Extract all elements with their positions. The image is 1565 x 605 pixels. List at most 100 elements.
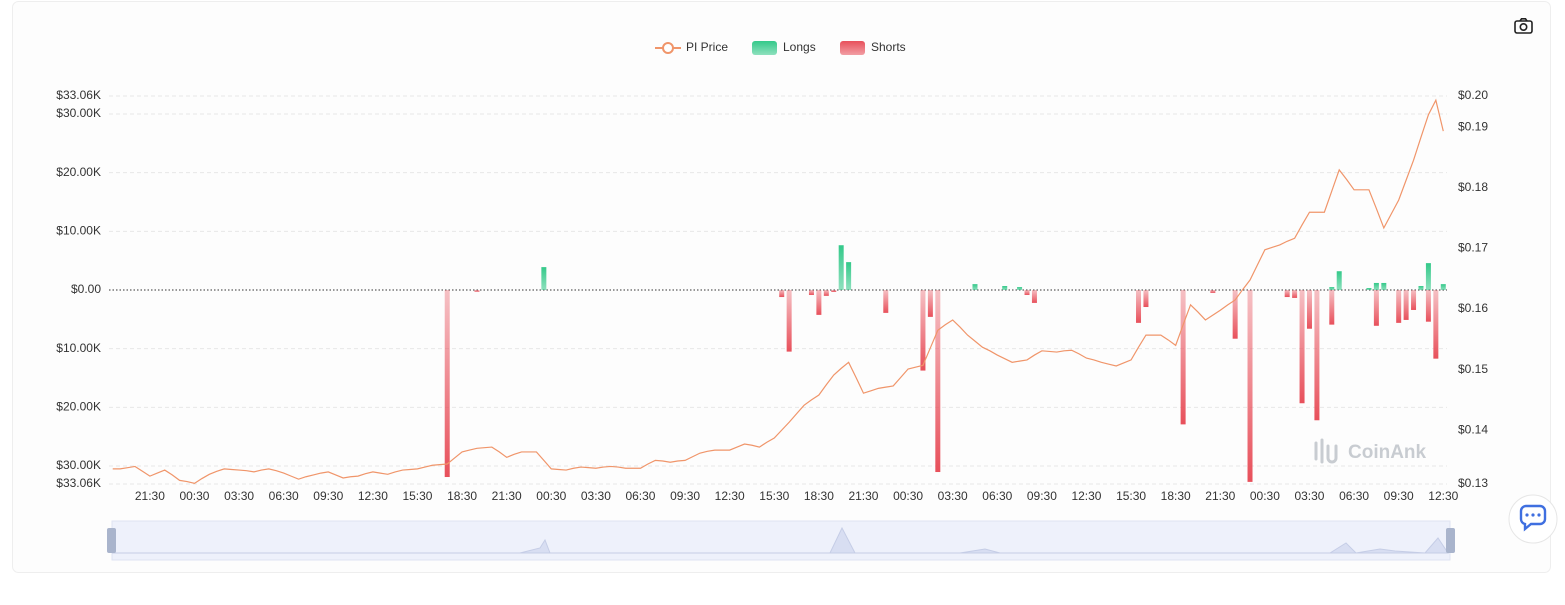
x-tick-label: 00:30 (536, 489, 566, 503)
price-line (112, 98, 1444, 485)
x-tick-label: 12:30 (358, 489, 388, 503)
zoom-preview (112, 526, 1449, 554)
y-tick-label: $10.00K (56, 223, 101, 237)
y2-tick-label: $0.17 (1458, 241, 1488, 255)
legend-item[interactable]: PI Price (655, 40, 728, 54)
bar (920, 290, 926, 371)
bar (1314, 290, 1320, 421)
x-tick-label: 21:30 (492, 489, 522, 503)
bar (831, 290, 837, 292)
watermark: CoinAnk (1314, 438, 1427, 464)
bar (883, 290, 889, 313)
y-tick-label: $20.00K (56, 165, 101, 179)
bar (1433, 290, 1439, 359)
bar (1425, 290, 1431, 322)
y-tick-label: $33.06K (56, 476, 101, 490)
bar (808, 290, 814, 295)
bar (444, 290, 450, 478)
bar (1418, 286, 1424, 290)
legend-label: Shorts (871, 40, 906, 54)
bar (1247, 290, 1253, 482)
watermark-text: CoinAnk (1348, 442, 1427, 463)
y2-tick-label: $0.14 (1458, 422, 1488, 436)
x-tick-label: 18:30 (447, 489, 477, 503)
x-tick-label: 09:30 (313, 489, 343, 503)
bar (474, 290, 480, 292)
legend-symbol (662, 42, 674, 54)
legend-symbol (752, 41, 777, 55)
bar (1232, 290, 1238, 339)
x-tick-label: 12:30 (1071, 489, 1101, 503)
y2-tick-label: $0.18 (1458, 180, 1488, 194)
legend-item[interactable]: Shorts (840, 40, 906, 55)
x-tick-label: 03:30 (938, 489, 968, 503)
zoom-handle[interactable] (1446, 528, 1455, 553)
y2-tick-label: $0.13 (1458, 476, 1488, 490)
bar (1284, 290, 1290, 298)
bar (1210, 290, 1216, 293)
bar (823, 290, 829, 296)
bar (1031, 290, 1037, 303)
x-tick-label: 15:30 (402, 489, 432, 503)
x-tick-label: 12:30 (1428, 489, 1458, 503)
x-tick-label: 18:30 (804, 489, 834, 503)
bar (1292, 290, 1298, 298)
x-tick-label: 21:30 (848, 489, 878, 503)
zoom-handle[interactable] (107, 528, 116, 553)
bar (1136, 290, 1142, 323)
bar (1329, 287, 1335, 290)
x-tick-label: 15:30 (1116, 489, 1146, 503)
chat-button[interactable] (1508, 494, 1558, 544)
bar (1373, 282, 1379, 290)
legend-label: Longs (783, 40, 816, 54)
bar (541, 267, 547, 290)
x-tick-label: 09:30 (1027, 489, 1057, 503)
bar (1366, 288, 1372, 290)
x-tick-label: 21:30 (135, 489, 165, 503)
bar (1017, 287, 1023, 290)
x-tick-label: 09:30 (670, 489, 700, 503)
y-tick-label: $0.00 (71, 282, 101, 296)
x-tick-label: 09:30 (1384, 489, 1414, 503)
bar (838, 245, 844, 290)
legend-item[interactable]: Longs (752, 40, 816, 55)
bar (846, 262, 852, 290)
y-tick-label: $10.00K (56, 341, 101, 355)
bar (935, 290, 941, 473)
bar (1329, 290, 1335, 325)
bar (1002, 286, 1008, 290)
bar (1336, 271, 1342, 290)
legend-label: PI Price (686, 40, 728, 54)
x-tick-label: 03:30 (224, 489, 254, 503)
camera-icon[interactable] (1514, 18, 1533, 34)
bar (1306, 290, 1312, 329)
card (12, 1, 1551, 573)
x-tick-label: 00:30 (179, 489, 209, 503)
bar (1143, 290, 1149, 308)
bar (816, 290, 822, 315)
x-tick-label: 06:30 (625, 489, 655, 503)
x-tick-label: 03:30 (1294, 489, 1324, 503)
x-tick-label: 06:30 (1339, 489, 1369, 503)
y-tick-label: $30.00K (56, 106, 101, 120)
y2-tick-label: $0.20 (1458, 88, 1488, 102)
y-tick-label: $30.00K (56, 458, 101, 472)
x-tick-label: 03:30 (581, 489, 611, 503)
bar (1440, 284, 1446, 290)
bar (1425, 263, 1431, 290)
x-tick-label: 12:30 (715, 489, 745, 503)
x-tick-label: 21:30 (1205, 489, 1235, 503)
bar (1403, 290, 1409, 320)
y2-tick-label: $0.16 (1458, 301, 1488, 315)
bar (786, 290, 792, 352)
x-tick-label: 18:30 (1161, 489, 1191, 503)
y-tick-label: $20.00K (56, 400, 101, 414)
data-zoom[interactable] (107, 520, 1455, 561)
y2-tick-label: $0.19 (1458, 120, 1488, 134)
bar (1299, 290, 1305, 404)
y-tick-label: $33.06K (56, 88, 101, 102)
x-tick-label: 15:30 (759, 489, 789, 503)
x-tick-label: 00:30 (893, 489, 923, 503)
bar (1396, 290, 1402, 323)
